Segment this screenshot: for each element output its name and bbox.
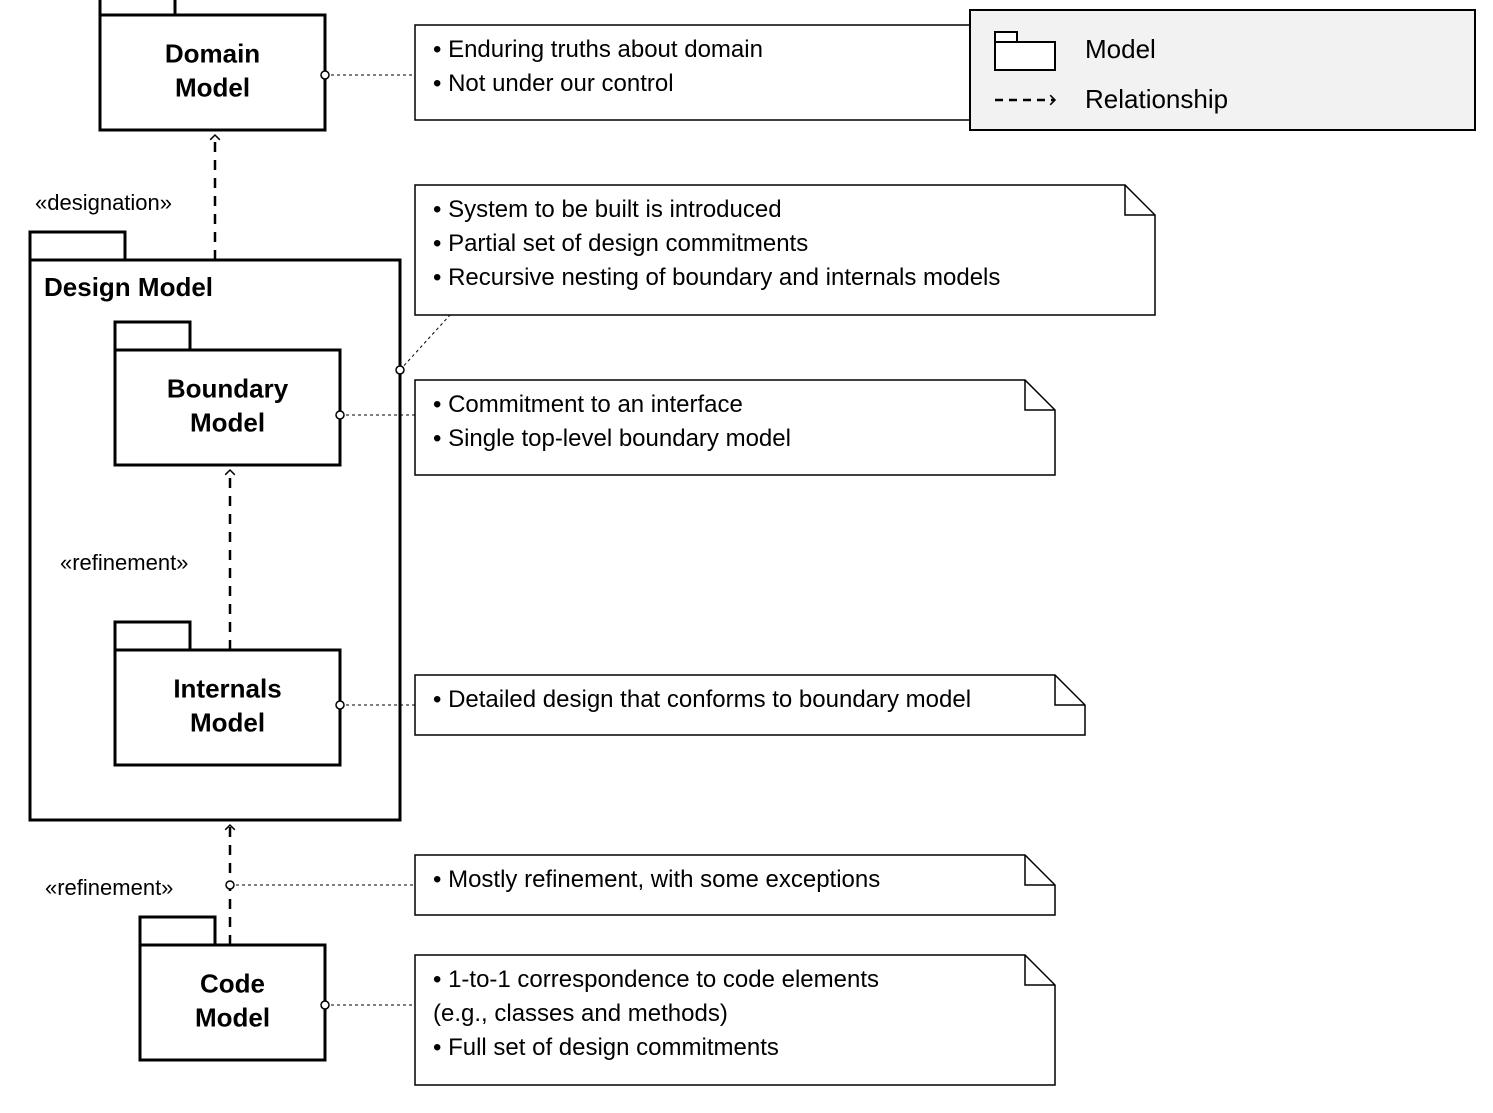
note-design-line-0: • System to be built is introduced (433, 196, 782, 223)
note-refine2: • Mostly refinement, with some exception… (226, 855, 1055, 915)
legend-model-label: Model (1085, 34, 1156, 64)
note-boundary-line-0: • Commitment to an interface (433, 391, 743, 418)
package-design-title: Design Model (44, 272, 213, 302)
note-domain: • Enduring truths about domain • Not unde… (321, 25, 1055, 120)
package-code: Code Model (140, 917, 325, 1060)
note-internals: • Detailed design that conforms to bound… (336, 675, 1085, 735)
package-domain-line2: Model (175, 73, 250, 103)
rel-refinement-2-label: «refinement» (45, 875, 173, 900)
note-code-line-0: • 1-to-1 correspondence to code elements (433, 966, 879, 993)
package-boundary-line2: Model (190, 408, 265, 438)
note-boundary-line-1: • Single top-level boundary model (433, 425, 791, 452)
package-boundary-line1: Boundary (167, 374, 289, 404)
note-code: • 1-to-1 correspondence to code elements… (321, 955, 1055, 1085)
legend-rel-label: Relationship (1085, 84, 1228, 114)
package-domain: Domain Model (100, 0, 325, 130)
legend: Model Relationship (970, 10, 1475, 130)
package-internals-line2: Model (190, 708, 265, 738)
package-code-line1: Code (200, 969, 265, 999)
package-internals-line1: Internals (173, 674, 281, 704)
note-design: • System to be built is introduced • Part… (396, 185, 1155, 374)
note-domain-line-1: • Not under our control (433, 70, 674, 97)
note-code-line-1: (e.g., classes and methods) (433, 1000, 728, 1027)
package-code-line2: Model (195, 1003, 270, 1033)
note-internals-line-0: • Detailed design that conforms to bound… (433, 686, 971, 713)
note-design-line-2: • Recursive nesting of boundary and inte… (433, 264, 1000, 291)
note-code-line-2: • Full set of design commitments (433, 1034, 779, 1061)
note-design-line-1: • Partial set of design commitments (433, 230, 808, 257)
note-refine2-line-0: • Mostly refinement, with some exception… (433, 866, 880, 893)
rel-designation-label: «designation» (35, 190, 172, 215)
rel-refinement-1-label: «refinement» (60, 550, 188, 575)
note-domain-line-0: • Enduring truths about domain (433, 36, 763, 63)
package-domain-line1: Domain (165, 39, 260, 69)
note-boundary: • Commitment to an interface • Single top… (336, 380, 1055, 475)
